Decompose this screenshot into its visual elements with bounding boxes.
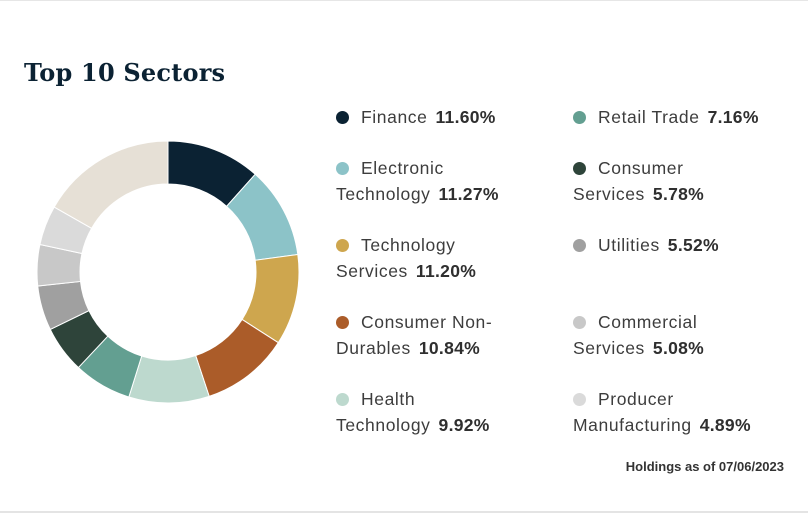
legend-item-health-technology: Health Technology 9.92% (336, 386, 561, 438)
legend-item-technology-services: Technology Services 11.20% (336, 232, 561, 284)
legend: Finance 11.60% Electronic Technology 11.27… (336, 104, 796, 444)
legend-swatch-producer-manufacturing (573, 393, 586, 406)
legend-item-finance: Finance 11.60% (336, 104, 561, 130)
legend-swatch-commercial-services (573, 316, 586, 329)
bottom-divider (0, 511, 808, 513)
chart-title: Top 10 Sectors (24, 58, 226, 87)
legend-swatch-consumer-services (573, 162, 586, 175)
legend-item-electronic-technology: Electronic Technology 11.27% (336, 155, 561, 207)
legend-item-consumer-services: Consumer Services 5.78% (573, 155, 798, 207)
legend-label: Commercial Services (573, 312, 698, 358)
legend-value: 5.08% (652, 338, 705, 358)
legend-swatch-finance (336, 111, 349, 124)
legend-label: Health Technology (336, 389, 431, 435)
legend-label: Finance (361, 107, 428, 127)
top-divider (0, 0, 808, 1)
legend-swatch-retail-trade (573, 111, 586, 124)
legend-swatch-utilities (573, 239, 586, 252)
legend-item-consumer-non-durables: Consumer Non-Durables 10.84% (336, 309, 561, 361)
legend-value: 7.16% (707, 107, 759, 127)
legend-label: Utilities (598, 235, 660, 255)
legend-swatch-electronic-technology (336, 162, 349, 175)
holdings-date-note: Holdings as of 07/06/2023 (625, 459, 784, 474)
legend-label: Technology Services (336, 235, 456, 281)
legend-item-producer-manufacturing: Producer Manufacturing 4.89% (573, 386, 798, 438)
legend-item-retail-trade: Retail Trade 7.16% (573, 104, 798, 130)
legend-label: Producer Manufacturing (573, 389, 692, 435)
legend-label: Electronic Technology (336, 158, 444, 204)
legend-value: 11.27% (438, 184, 499, 204)
donut-chart (36, 140, 300, 404)
legend-value: 10.84% (418, 338, 480, 358)
donut-slice-remainder (53, 140, 169, 230)
legend-label: Retail Trade (598, 107, 700, 127)
legend-label: Consumer Services (573, 158, 684, 204)
legend-value: 11.20% (415, 261, 477, 281)
legend-value: 5.52% (667, 235, 719, 255)
legend-swatch-consumer-non-durables (336, 316, 349, 329)
legend-swatch-health-technology (336, 393, 349, 406)
legend-item-utilities: Utilities 5.52% (573, 232, 798, 258)
legend-value: 9.92% (438, 415, 490, 435)
legend-value: 4.89% (699, 415, 751, 435)
donut-slice-health-technology (128, 354, 210, 404)
legend-value: 11.60% (435, 107, 496, 127)
legend-item-commercial-services: Commercial Services 5.08% (573, 309, 798, 361)
legend-swatch-technology-services (336, 239, 349, 252)
legend-value: 5.78% (652, 184, 705, 204)
legend-label: Consumer Non-Durables (336, 312, 493, 358)
